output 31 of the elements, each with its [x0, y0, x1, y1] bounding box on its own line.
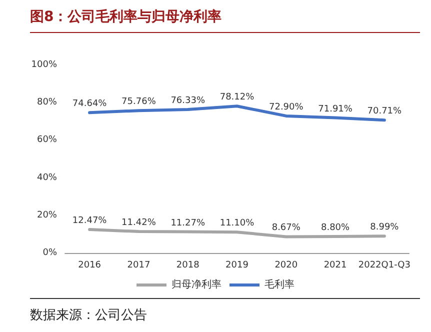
- data-label: 8.67%: [272, 223, 301, 234]
- x-tick-label: 2022Q1-Q3: [358, 260, 410, 270]
- source-note: 数据来源：公司公告: [30, 307, 147, 324]
- x-tick-label: 2019: [226, 260, 249, 270]
- y-tick-label: 0%: [42, 248, 58, 258]
- data-label: 74.64%: [72, 99, 108, 110]
- data-label: 8.99%: [370, 222, 400, 233]
- data-label: 71.91%: [318, 104, 353, 114]
- data-label: 75.76%: [122, 97, 156, 108]
- data-label: 11.27%: [170, 218, 206, 228]
- x-tick-label: 2017: [127, 260, 150, 270]
- y-tick-label: 20%: [36, 210, 58, 220]
- data-label: 11.10%: [220, 218, 255, 229]
- y-tick-label: 80%: [36, 98, 58, 108]
- y-tick-label: 60%: [36, 135, 58, 146]
- legend-label: 毛利率: [264, 278, 294, 290]
- data-label: 72.90%: [268, 102, 304, 112]
- data-label: 12.47%: [72, 216, 108, 226]
- y-tick-label: 100%: [31, 60, 58, 70]
- y-tick-label: 40%: [36, 172, 58, 183]
- x-tick-label: 2016: [78, 260, 102, 270]
- data-label: 76.33%: [170, 96, 206, 106]
- data-label: 11.42%: [122, 218, 156, 228]
- data-label: 78.12%: [220, 92, 255, 103]
- data-label: 70.71%: [367, 106, 402, 117]
- x-tick-label: 2020: [274, 260, 298, 270]
- legend-label: 归母净利率: [172, 278, 222, 290]
- x-tick-label: 2018: [176, 260, 200, 270]
- x-tick-label: 2021: [324, 260, 347, 270]
- chart-title: 图8：公司毛利率与归母净利率: [30, 8, 222, 26]
- data-label: 8.80%: [320, 222, 350, 233]
